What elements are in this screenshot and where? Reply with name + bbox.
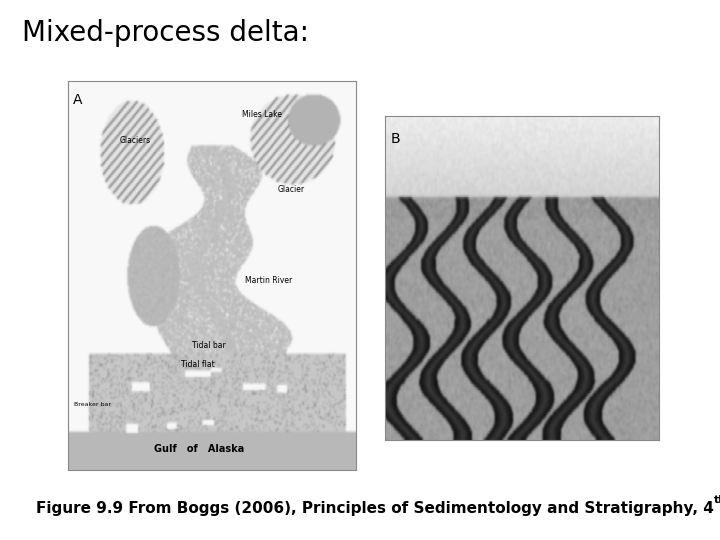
Text: Mixed-process delta:: Mixed-process delta: bbox=[22, 19, 309, 47]
Text: th: th bbox=[714, 495, 720, 505]
Text: Miles Lake: Miles Lake bbox=[242, 110, 282, 119]
Text: Glacier: Glacier bbox=[277, 185, 305, 193]
Text: A: A bbox=[73, 93, 82, 107]
Text: Martin River: Martin River bbox=[245, 275, 292, 285]
Text: Glaciers: Glaciers bbox=[120, 137, 151, 145]
Text: Tidal bar: Tidal bar bbox=[192, 341, 225, 349]
Text: Breaker bar: Breaker bar bbox=[73, 402, 111, 407]
Text: Figure 9.9 From Boggs (2006), Principles of Sedimentology and Stratigraphy, 4: Figure 9.9 From Boggs (2006), Principles… bbox=[36, 501, 714, 516]
Text: Tidal flat: Tidal flat bbox=[181, 360, 215, 369]
Text: Gulf   of   Alaska: Gulf of Alaska bbox=[154, 443, 244, 454]
Text: B: B bbox=[390, 132, 400, 146]
